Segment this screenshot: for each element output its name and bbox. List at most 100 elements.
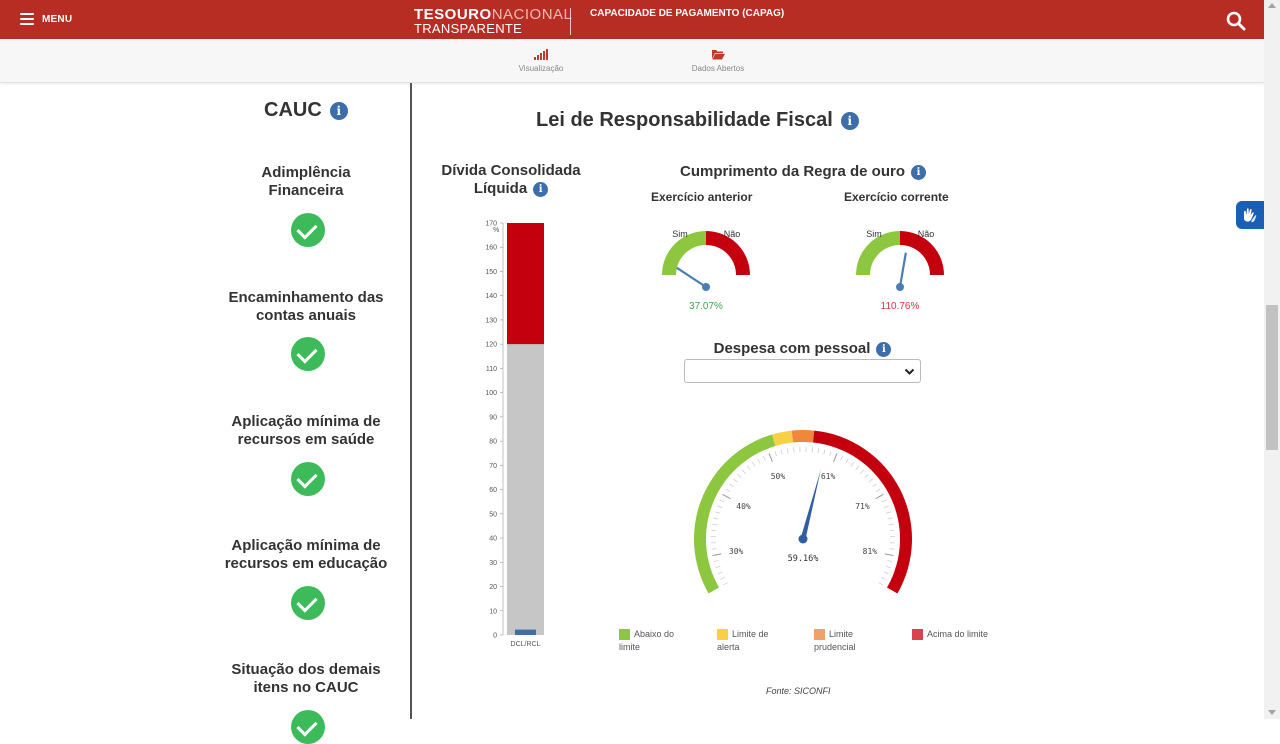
pessoal-tick	[763, 456, 765, 461]
pessoal-tick	[729, 484, 733, 487]
legend-label: Limite prudencial	[814, 628, 884, 654]
cauc-panel: CAUC i Adimplência Financeira Encaminham…	[200, 83, 412, 719]
divida-title-line1: Dívida Consolidada	[425, 162, 597, 180]
pessoal-tick	[884, 572, 889, 574]
pessoal-tick	[873, 484, 877, 487]
gauge-sim-label: Sim	[672, 229, 688, 239]
tesouro-transparente-logo[interactable]: TESOURONACIONAL TRANSPARENTE	[414, 6, 554, 36]
pessoal-tick	[712, 549, 717, 550]
sign-language-hands-icon	[1236, 201, 1264, 229]
gauge-value-label: 110.76%	[881, 301, 920, 312]
pessoal-tick	[824, 450, 825, 455]
cauc-item-label-line1: Adimplência	[200, 164, 412, 182]
check-circle-icon	[291, 710, 325, 744]
despesa-info-icon[interactable]: i	[876, 342, 891, 357]
dcl-y-tick-label: 30	[489, 560, 497, 567]
cauc-item-encaminhamento: Encaminhamento das contas anuais	[200, 289, 412, 325]
dcl-y-tick-label: 160	[485, 245, 497, 252]
dcl-y-tick-label: 150	[485, 269, 497, 276]
dcl-y-tick-label: 140	[485, 293, 497, 300]
logo-word-transparente: TRANSPARENTE	[414, 21, 554, 36]
pessoal-tick	[860, 470, 863, 474]
legend-label: Abaixo do limite	[619, 628, 689, 654]
lrf-title-text: Lei de Responsabilidade Fiscal	[536, 109, 833, 132]
regra-ouro-info-icon[interactable]: i	[911, 165, 926, 180]
pessoal-tick-label: 71%	[855, 502, 870, 511]
dcl-band-1	[507, 223, 544, 344]
divida-info-icon[interactable]: i	[533, 182, 548, 197]
pessoal-tick	[715, 512, 720, 513]
regra-ouro-gauge-corrente: Sim Não 110.76%	[840, 225, 960, 315]
dcl-bar-chart: 0102030405060708090100110120130140150160…	[460, 215, 570, 655]
pessoal-tick	[720, 500, 725, 502]
pessoal-tick	[887, 560, 892, 561]
legend-label: Acima do limite	[912, 628, 1002, 641]
dcl-y-tick-label: 40	[489, 536, 497, 543]
pessoal-tick	[775, 451, 777, 456]
pessoal-tick-label: 40%	[736, 502, 751, 511]
dcl-y-tick-label: 110	[486, 366, 497, 373]
gauge-needle	[678, 268, 706, 287]
cauc-item-adimplencia: Adimplência Financeira	[200, 164, 412, 200]
cauc-title-text: CAUC	[264, 99, 322, 122]
sub-navigation: Visualização Dados Abertos	[0, 39, 1264, 83]
gauge-nao-label: Não	[724, 229, 741, 239]
hamburger-icon	[20, 13, 34, 25]
cauc-item-label-line2: contas anuais	[200, 307, 412, 325]
pessoal-tick	[747, 466, 750, 470]
pessoal-band-3	[813, 431, 912, 594]
lrf-info-icon[interactable]: i	[841, 112, 859, 130]
cauc-info-icon[interactable]: i	[330, 102, 348, 120]
pessoal-tick	[794, 447, 795, 452]
despesa-title-text: Despesa com pessoal	[714, 340, 871, 358]
pessoal-tick	[856, 466, 859, 470]
exercicio-anterior-label: Exercício anterior	[651, 190, 752, 204]
header-divider	[570, 8, 571, 35]
pessoal-tick	[851, 462, 854, 466]
gauge-needle	[900, 253, 906, 287]
dcl-bar-value	[515, 630, 536, 635]
pessoal-tick	[869, 479, 873, 482]
pessoal-tick	[758, 459, 760, 463]
cauc-item-saude: Aplicação mínima de recursos em saúde	[200, 413, 412, 449]
accessibility-button[interactable]	[1236, 201, 1264, 229]
cauc-item-educacao: Aplicação mínima de recursos em educação	[200, 537, 412, 573]
pessoal-tick	[723, 583, 727, 586]
scroll-down-arrow-icon[interactable]	[1268, 710, 1276, 715]
check-circle-icon	[291, 586, 325, 620]
cauc-item-label-line1: Encaminhamento das	[200, 289, 412, 307]
pessoal-tick	[714, 560, 719, 561]
lrf-title: Lei de Responsabilidade Fiscal i	[536, 109, 859, 132]
pessoal-tick	[818, 448, 819, 453]
check-circle-icon	[291, 213, 325, 247]
scrollbar-thumb[interactable]	[1266, 305, 1278, 450]
tab-visualizacao[interactable]: Visualização	[496, 49, 586, 73]
exercicio-corrente-label: Exercício corrente	[844, 190, 949, 204]
menu-button[interactable]: MENU	[20, 13, 72, 25]
gauge-needle-hub	[896, 283, 904, 291]
regra-ouro-title-text: Cumprimento da Regra de ouro	[680, 163, 905, 181]
search-icon[interactable]	[1226, 11, 1246, 31]
pessoal-needle	[801, 469, 821, 539]
tab-dados-abertos[interactable]: Dados Abertos	[673, 49, 763, 73]
pessoal-tick	[878, 583, 882, 586]
cauc-title: CAUC i	[264, 99, 348, 122]
scroll-up-arrow-icon[interactable]	[1268, 3, 1276, 8]
pessoal-tick	[717, 506, 722, 508]
pessoal-tick	[718, 572, 723, 574]
gauge-nao-label: Não	[918, 229, 935, 239]
pessoal-band-1	[772, 431, 793, 446]
dcl-y-tick-label: 60	[489, 487, 497, 494]
cauc-item-label-line2: Financeira	[200, 182, 412, 200]
despesa-period-select[interactable]	[684, 359, 921, 383]
pessoal-tick	[713, 518, 718, 519]
dcl-y-tick-label: 120	[485, 342, 497, 349]
legend-label: Limite de alerta	[717, 628, 787, 654]
scrollbar[interactable]	[1264, 0, 1280, 719]
pessoal-tick	[769, 453, 772, 461]
tab-dados-abertos-label: Dados Abertos	[692, 64, 744, 73]
gauge-sim-label: Sim	[866, 229, 882, 239]
pessoal-tick	[889, 549, 894, 550]
gauge-value-label: 37.07%	[689, 301, 723, 312]
pessoal-band-0	[694, 435, 775, 594]
